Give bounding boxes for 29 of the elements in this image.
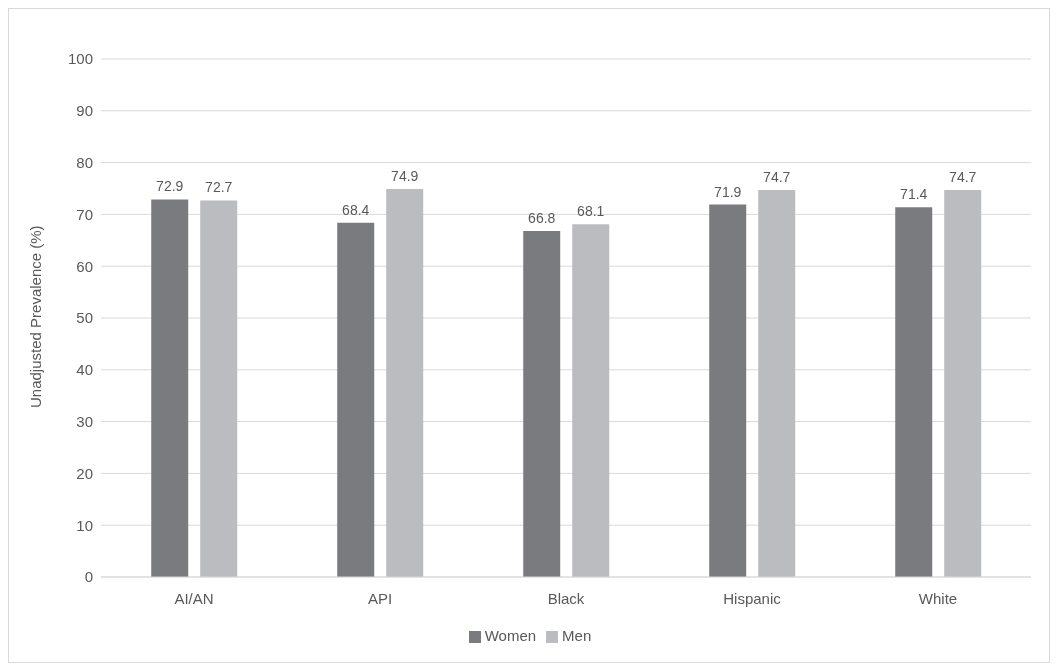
data-label: 74.7 [763, 169, 791, 186]
data-label: 72.9 [156, 178, 184, 195]
x-tick-label: Black [547, 589, 585, 607]
data-label: 71.4 [900, 186, 928, 203]
y-axis-title: Unadjusted Prevalence (%) [27, 225, 45, 408]
y-tick-label: 20 [76, 464, 93, 482]
y-tick-label: 100 [67, 50, 93, 68]
y-tick-label: 70 [76, 205, 93, 223]
y-tick-label: 50 [76, 309, 93, 327]
data-label: 68.4 [342, 201, 370, 218]
data-label: 74.9 [391, 168, 419, 185]
data-label: 66.8 [528, 209, 556, 226]
y-tick-label: 60 [76, 257, 93, 275]
x-tick-label: Hispanic [723, 589, 782, 607]
data-label: 68.1 [577, 203, 605, 220]
y-tick-label: 10 [76, 516, 93, 534]
y-tick-label: 80 [76, 153, 93, 171]
data-label: 74.7 [949, 169, 977, 186]
data-label: 71.9 [714, 183, 742, 200]
x-tick-label: API [367, 589, 393, 607]
y-tick-label: 30 [76, 412, 93, 430]
y-tick-label: 40 [76, 361, 93, 379]
y-tick-label: 0 [84, 568, 93, 586]
data-label: 72.7 [205, 179, 233, 196]
x-tick-label: White [918, 589, 958, 607]
y-tick-label: 90 [76, 102, 93, 120]
x-tick-label: AI/AN [174, 589, 214, 607]
legend-label: Men [562, 627, 592, 644]
legend-label: Women [484, 627, 537, 644]
